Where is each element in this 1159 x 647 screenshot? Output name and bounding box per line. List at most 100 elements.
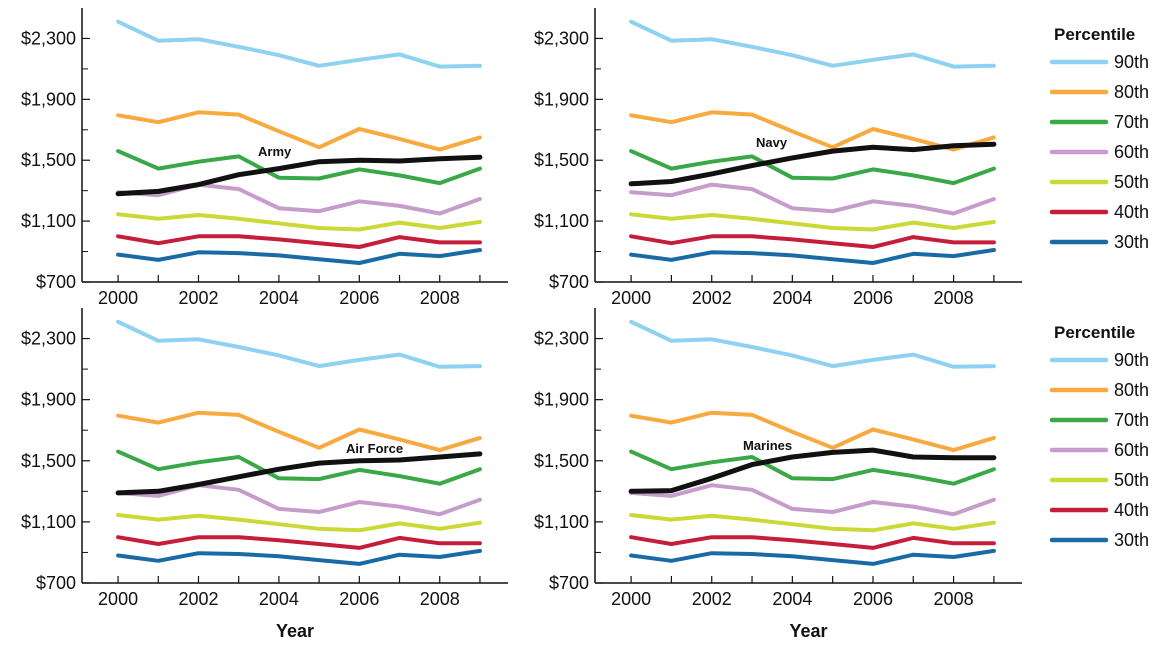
- x-tick-label: 2004: [772, 589, 812, 609]
- series-line-70th: [629, 149, 996, 186]
- x-tick-label: 2002: [178, 589, 218, 609]
- legend-label-60th: 60th: [1114, 142, 1149, 162]
- legend-label-40th: 40th: [1114, 500, 1149, 520]
- x-tick-label: 2008: [420, 288, 460, 308]
- y-tick-label: $1,100: [534, 512, 589, 532]
- series-line-80th: [116, 110, 482, 152]
- series-line-40th: [629, 535, 996, 550]
- series-line-70th: [116, 149, 482, 186]
- series-line-80th: [629, 410, 996, 453]
- panel-label: Air Force: [346, 441, 403, 456]
- y-tick-label: $1,500: [21, 451, 76, 471]
- legend-label-90th: 90th: [1114, 350, 1149, 370]
- y-tick-label: $700: [36, 272, 76, 292]
- branch-line-marines: [628, 447, 997, 494]
- panel-label: Army: [258, 144, 292, 159]
- chart-panel-navy: $700 $1,100 $1,500 $1,900 $2,300 2000 2002 2004…: [534, 8, 1022, 308]
- x-tick-label: 2002: [692, 589, 732, 609]
- y-tick-label: $2,300: [534, 329, 589, 349]
- legend-label-70th: 70th: [1114, 410, 1149, 430]
- y-tick-label: $1,500: [21, 150, 76, 170]
- series-line-60th: [629, 483, 996, 517]
- series-line-30th: [116, 548, 482, 566]
- x-tick-label: 2008: [420, 589, 460, 609]
- x-tick-label: 2002: [178, 288, 218, 308]
- x-tick-label: 2006: [853, 288, 893, 308]
- legend-label-70th: 70th: [1114, 112, 1149, 132]
- x-tick-label: 2008: [934, 288, 974, 308]
- chart-panel-marines: $700 $1,100 $1,500 $1,900 $2,300 2000 2002 2004…: [534, 308, 1022, 641]
- y-tick-label: $700: [36, 573, 76, 593]
- legend-1: Percentile 90th 80th 70th 60th 50th 40th 30th: [1049, 25, 1149, 252]
- series-line-30th: [629, 248, 996, 265]
- y-tick-label: $1,900: [21, 390, 76, 410]
- series-line-60th: [629, 182, 996, 216]
- series-line-40th: [629, 234, 996, 249]
- series-line-30th: [629, 548, 996, 566]
- x-tick-label: 2006: [339, 589, 379, 609]
- series-line-90th: [629, 319, 996, 369]
- legend-label-90th: 90th: [1114, 52, 1149, 72]
- x-tick-label: 2000: [611, 589, 651, 609]
- y-tick-label: $700: [549, 573, 589, 593]
- x-tick-label: 2002: [692, 288, 732, 308]
- panel-label: Navy: [756, 135, 788, 150]
- legend-label-50th: 50th: [1114, 470, 1149, 490]
- x-tick-label: 2006: [339, 288, 379, 308]
- panel-label: Marines: [743, 438, 792, 453]
- series-line-80th: [629, 110, 996, 152]
- series-line-90th: [116, 19, 482, 69]
- chart-panel-army: $700 $1,100 $1,500 $1,900 $2,300 2000 2002 2004…: [21, 8, 508, 308]
- series-line-90th: [629, 19, 996, 69]
- series-line-80th: [116, 410, 482, 453]
- legend-label-30th: 30th: [1114, 530, 1149, 550]
- y-tick-label: $700: [549, 272, 589, 292]
- x-axis-title: Year: [276, 621, 314, 641]
- y-tick-label: $2,300: [534, 28, 589, 48]
- y-tick-label: $1,100: [21, 512, 76, 532]
- y-tick-label: $2,300: [21, 28, 76, 48]
- chart-panel-air-force: $700 $1,100 $1,500 $1,900 $2,300 2000 2002 2004…: [21, 308, 508, 641]
- legend-label-40th: 40th: [1114, 202, 1149, 222]
- y-tick-label: $1,100: [21, 211, 76, 231]
- x-axis-title: Year: [789, 621, 827, 641]
- y-tick-label: $1,900: [534, 89, 589, 109]
- x-tick-label: 2000: [98, 589, 138, 609]
- legend-label-80th: 80th: [1114, 380, 1149, 400]
- series-line-90th: [116, 319, 482, 369]
- y-tick-label: $1,900: [21, 89, 76, 109]
- x-tick-label: 2004: [772, 288, 812, 308]
- series-line-40th: [116, 535, 482, 550]
- x-tick-label: 2004: [259, 589, 299, 609]
- legend-title: Percentile: [1054, 25, 1135, 44]
- x-tick-label: 2006: [853, 589, 893, 609]
- series-line-60th: [116, 483, 482, 517]
- legend-label-80th: 80th: [1114, 82, 1149, 102]
- x-tick-label: 2000: [611, 288, 651, 308]
- legend-label-30th: 30th: [1114, 232, 1149, 252]
- legend-label-60th: 60th: [1114, 440, 1149, 460]
- y-tick-label: $1,500: [534, 451, 589, 471]
- branch-line-air-force: [115, 451, 483, 496]
- series-line-50th: [116, 513, 482, 533]
- x-tick-label: 2008: [934, 589, 974, 609]
- series-line-40th: [116, 234, 482, 249]
- y-tick-label: $1,100: [534, 211, 589, 231]
- legend-title: Percentile: [1054, 323, 1135, 342]
- legend-label-50th: 50th: [1114, 172, 1149, 192]
- series-line-50th: [629, 513, 996, 533]
- series-line-70th: [629, 449, 996, 486]
- y-tick-label: $2,300: [21, 329, 76, 349]
- branch-line-army: [115, 154, 483, 197]
- branch-line-navy: [628, 141, 997, 187]
- series-line-50th: [629, 212, 996, 232]
- x-tick-label: 2000: [98, 288, 138, 308]
- series-line-30th: [116, 248, 482, 265]
- x-tick-label: 2004: [259, 288, 299, 308]
- series-line-50th: [116, 212, 482, 232]
- series-line-70th: [116, 449, 482, 486]
- y-tick-label: $1,500: [534, 150, 589, 170]
- y-tick-label: $1,900: [534, 390, 589, 410]
- legend-2: Percentile 90th 80th 70th 60th 50th 40th 30th: [1049, 323, 1149, 550]
